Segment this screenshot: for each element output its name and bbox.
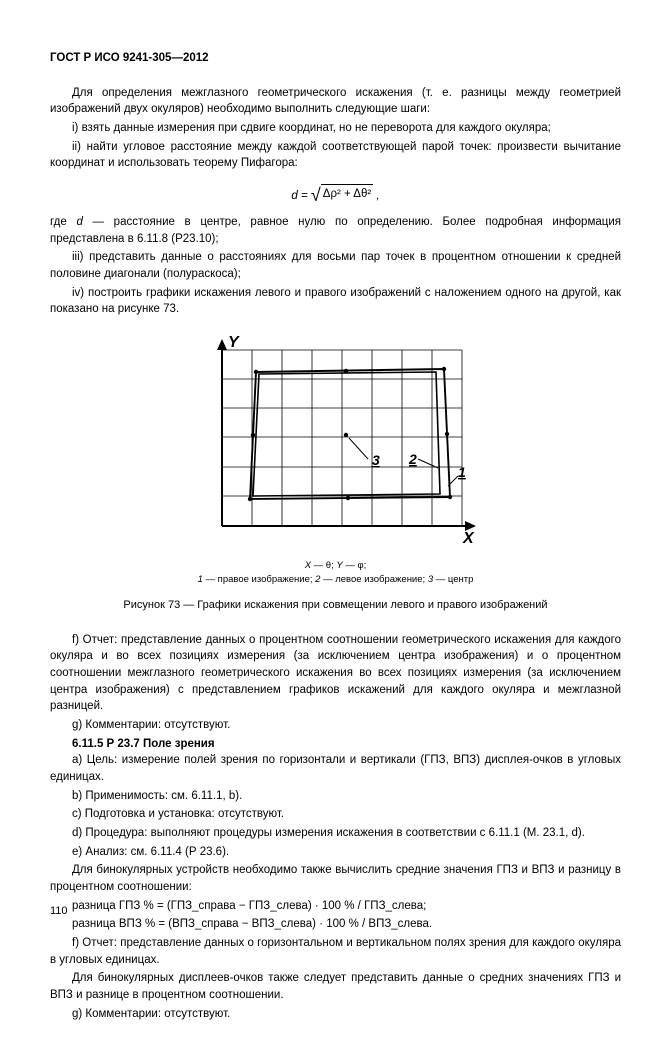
list-item-iii: iii) представить данные о расстояниях дл… bbox=[50, 249, 621, 282]
formula-tail: , bbox=[376, 190, 379, 202]
item-f1: f) Отчет: представление данных о процент… bbox=[50, 632, 621, 715]
y-axis-label: Y bbox=[228, 336, 240, 351]
item-g2: g) Комментарии: отсутствуют. bbox=[50, 1006, 621, 1023]
sqrt-icon: √Δρ² + Δθ² bbox=[311, 180, 373, 206]
distortion-chart: 3 2 1 Y X bbox=[186, 336, 486, 551]
para-binocular-2: Для бинокулярных дисплеев-очков также сл… bbox=[50, 970, 621, 1003]
eq-vpz: разница ВПЗ % = (ВПЗ_справа − ВПЗ_слева)… bbox=[50, 916, 621, 933]
x-axis-label: X bbox=[462, 530, 475, 547]
para-binocular: Для бинокулярных устройств необходимо та… bbox=[50, 862, 621, 895]
formula-radicand: Δρ² + Δθ² bbox=[321, 184, 373, 203]
item-b1: b) Применимость: см. 6.11.1, b). bbox=[50, 788, 621, 805]
standard-header: ГОСТ Р ИСО 9241-305—2012 bbox=[50, 50, 621, 67]
figure-caption: Рисунок 73 — Графики искажения при совме… bbox=[50, 598, 621, 614]
leg1d: — φ; bbox=[343, 560, 367, 571]
section-6-11-5: 6.11.5 Р 23.7 Поле зрения bbox=[50, 736, 621, 753]
list-item-ii: ii) найти угловое расстояние между каждо… bbox=[50, 139, 621, 172]
where-a: где bbox=[50, 216, 76, 228]
leg2b: — правое изображение; bbox=[203, 574, 315, 585]
formula: d = √Δρ² + Δθ² , bbox=[50, 180, 621, 206]
where-b: — расстояние в центре, равное нулю по оп… bbox=[50, 216, 621, 245]
label-1: 1 bbox=[458, 464, 466, 480]
label-2: 2 bbox=[408, 451, 417, 467]
item-a1: a) Цель: измерение полей зрения по гориз… bbox=[50, 752, 621, 785]
leg2d: — левое изображение; bbox=[320, 574, 427, 585]
intro-paragraph: Для определения межглазного геометрическ… bbox=[50, 85, 621, 118]
eq-gpz: разница ГПЗ % = (ГПЗ_справа − ГПЗ_слева)… bbox=[50, 898, 621, 915]
item-f2: f) Отчет: представление данных о горизон… bbox=[50, 935, 621, 968]
leg2f: — центр bbox=[433, 574, 473, 585]
item-c1: c) Подготовка и установка: отсутствуют. bbox=[50, 806, 621, 823]
item-g1: g) Комментарии: отсутствуют. bbox=[50, 717, 621, 734]
figure-73: 3 2 1 Y X X — θ; Y — φ; 1 — правое изобр… bbox=[50, 336, 621, 613]
page-number: 110 bbox=[50, 904, 68, 920]
figure-legend: X — θ; Y — φ; 1 — правое изображение; 2 … bbox=[50, 559, 621, 588]
item-d1: d) Процедура: выполняют процедуры измере… bbox=[50, 825, 621, 842]
list-item-i: i) взять данные измерения при сдвиге коо… bbox=[50, 120, 621, 137]
formula-lhs: d = bbox=[291, 190, 311, 202]
label-3: 3 bbox=[372, 452, 380, 468]
item-e1: e) Анализ: см. 6.11.4 (Р 23.6). bbox=[50, 844, 621, 861]
where-clause: где d — расстояние в центре, равное нулю… bbox=[50, 214, 621, 247]
list-item-iv: iv) построить графики искажения левого и… bbox=[50, 285, 621, 318]
leg1b: — θ; bbox=[311, 560, 336, 571]
